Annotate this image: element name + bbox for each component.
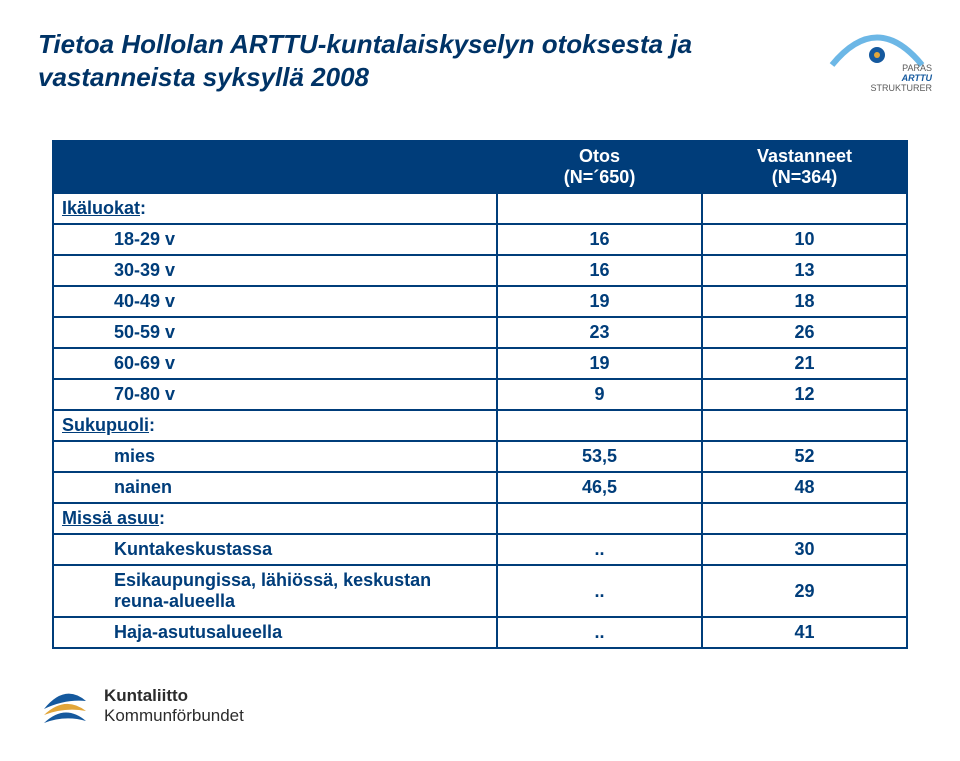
top-logo-line3: STRUKTURER <box>870 84 932 94</box>
row-col1: .. <box>497 534 702 565</box>
row-col2: 21 <box>702 348 907 379</box>
top-logo: PARAS ARTTU STRUKTURER <box>822 20 932 95</box>
row-label: Esikaupungissa, lähiössä, keskustan reun… <box>53 565 497 617</box>
table-row: 40-49 v1918 <box>53 286 907 317</box>
row-col1: 46,5 <box>497 472 702 503</box>
table-row: Missä asuu: <box>53 503 907 534</box>
row-label: 18-29 v <box>53 224 497 255</box>
table-row: 18-29 v1610 <box>53 224 907 255</box>
bottom-logo-line2: Kommunförbundet <box>104 706 244 726</box>
bottom-logo-text: Kuntaliitto Kommunförbundet <box>104 686 244 725</box>
row-label: nainen <box>53 472 497 503</box>
table-row: Sukupuoli: <box>53 410 907 441</box>
row-col1: 53,5 <box>497 441 702 472</box>
row-label: 50-59 v <box>53 317 497 348</box>
row-col2: 30 <box>702 534 907 565</box>
row-col1: 19 <box>497 286 702 317</box>
title-line2: vastanneista syksyllä 2008 <box>38 62 369 92</box>
bottom-logo-line1: Kuntaliitto <box>104 686 244 706</box>
row-col1: 19 <box>497 348 702 379</box>
title-line1: Tietoa Hollolan ARTTU-kuntalaiskyselyn o… <box>38 29 692 59</box>
row-col2: 48 <box>702 472 907 503</box>
row-label: Ikäluokat: <box>53 193 497 224</box>
row-label: 60-69 v <box>53 348 497 379</box>
row-col1 <box>497 193 702 224</box>
table-row: 50-59 v2326 <box>53 317 907 348</box>
row-label: Haja-asutusalueella <box>53 617 497 648</box>
row-col2: 10 <box>702 224 907 255</box>
row-label: mies <box>53 441 497 472</box>
row-col2: 52 <box>702 441 907 472</box>
th-vastanneet: Vastanneet(N=364) <box>702 141 907 193</box>
th-vastanneet-text: Vastanneet(N=364) <box>757 146 852 187</box>
table-row: 70-80 v912 <box>53 379 907 410</box>
data-table: Otos(N=´650) Vastanneet(N=364) Ikäluokat… <box>52 140 908 649</box>
table-row: 30-39 v1613 <box>53 255 907 286</box>
row-label: 70-80 v <box>53 379 497 410</box>
bottom-logo: Kuntaliitto Kommunförbundet <box>40 681 244 731</box>
data-table-wrap: Otos(N=´650) Vastanneet(N=364) Ikäluokat… <box>52 140 908 649</box>
table-row: nainen46,548 <box>53 472 907 503</box>
table-row: 60-69 v1921 <box>53 348 907 379</box>
row-col1: 16 <box>497 224 702 255</box>
row-label: 40-49 v <box>53 286 497 317</box>
row-col2: 29 <box>702 565 907 617</box>
row-col2 <box>702 193 907 224</box>
page-title: Tietoa Hollolan ARTTU-kuntalaiskyselyn o… <box>38 28 758 93</box>
th-otos: Otos(N=´650) <box>497 141 702 193</box>
table-row: Haja-asutusalueella..41 <box>53 617 907 648</box>
table-row: Ikäluokat: <box>53 193 907 224</box>
row-col2 <box>702 503 907 534</box>
row-label: 30-39 v <box>53 255 497 286</box>
row-col2: 26 <box>702 317 907 348</box>
kuntaliitto-icon <box>40 681 90 731</box>
row-label: Kuntakeskustassa <box>53 534 497 565</box>
row-col2 <box>702 410 907 441</box>
row-col2: 18 <box>702 286 907 317</box>
row-col1: 16 <box>497 255 702 286</box>
row-col2: 12 <box>702 379 907 410</box>
th-otos-text: Otos(N=´650) <box>564 146 636 187</box>
row-col1 <box>497 503 702 534</box>
th-blank <box>53 141 497 193</box>
row-col1 <box>497 410 702 441</box>
row-col1: .. <box>497 565 702 617</box>
row-label: Missä asuu: <box>53 503 497 534</box>
row-col1: 23 <box>497 317 702 348</box>
table-header-row: Otos(N=´650) Vastanneet(N=364) <box>53 141 907 193</box>
row-col1: .. <box>497 617 702 648</box>
row-label: Sukupuoli: <box>53 410 497 441</box>
table-row: mies53,552 <box>53 441 907 472</box>
table-row: Kuntakeskustassa..30 <box>53 534 907 565</box>
row-col2: 13 <box>702 255 907 286</box>
row-col2: 41 <box>702 617 907 648</box>
table-row: Esikaupungissa, lähiössä, keskustan reun… <box>53 565 907 617</box>
row-col1: 9 <box>497 379 702 410</box>
slide: Tietoa Hollolan ARTTU-kuntalaiskyselyn o… <box>0 0 960 761</box>
